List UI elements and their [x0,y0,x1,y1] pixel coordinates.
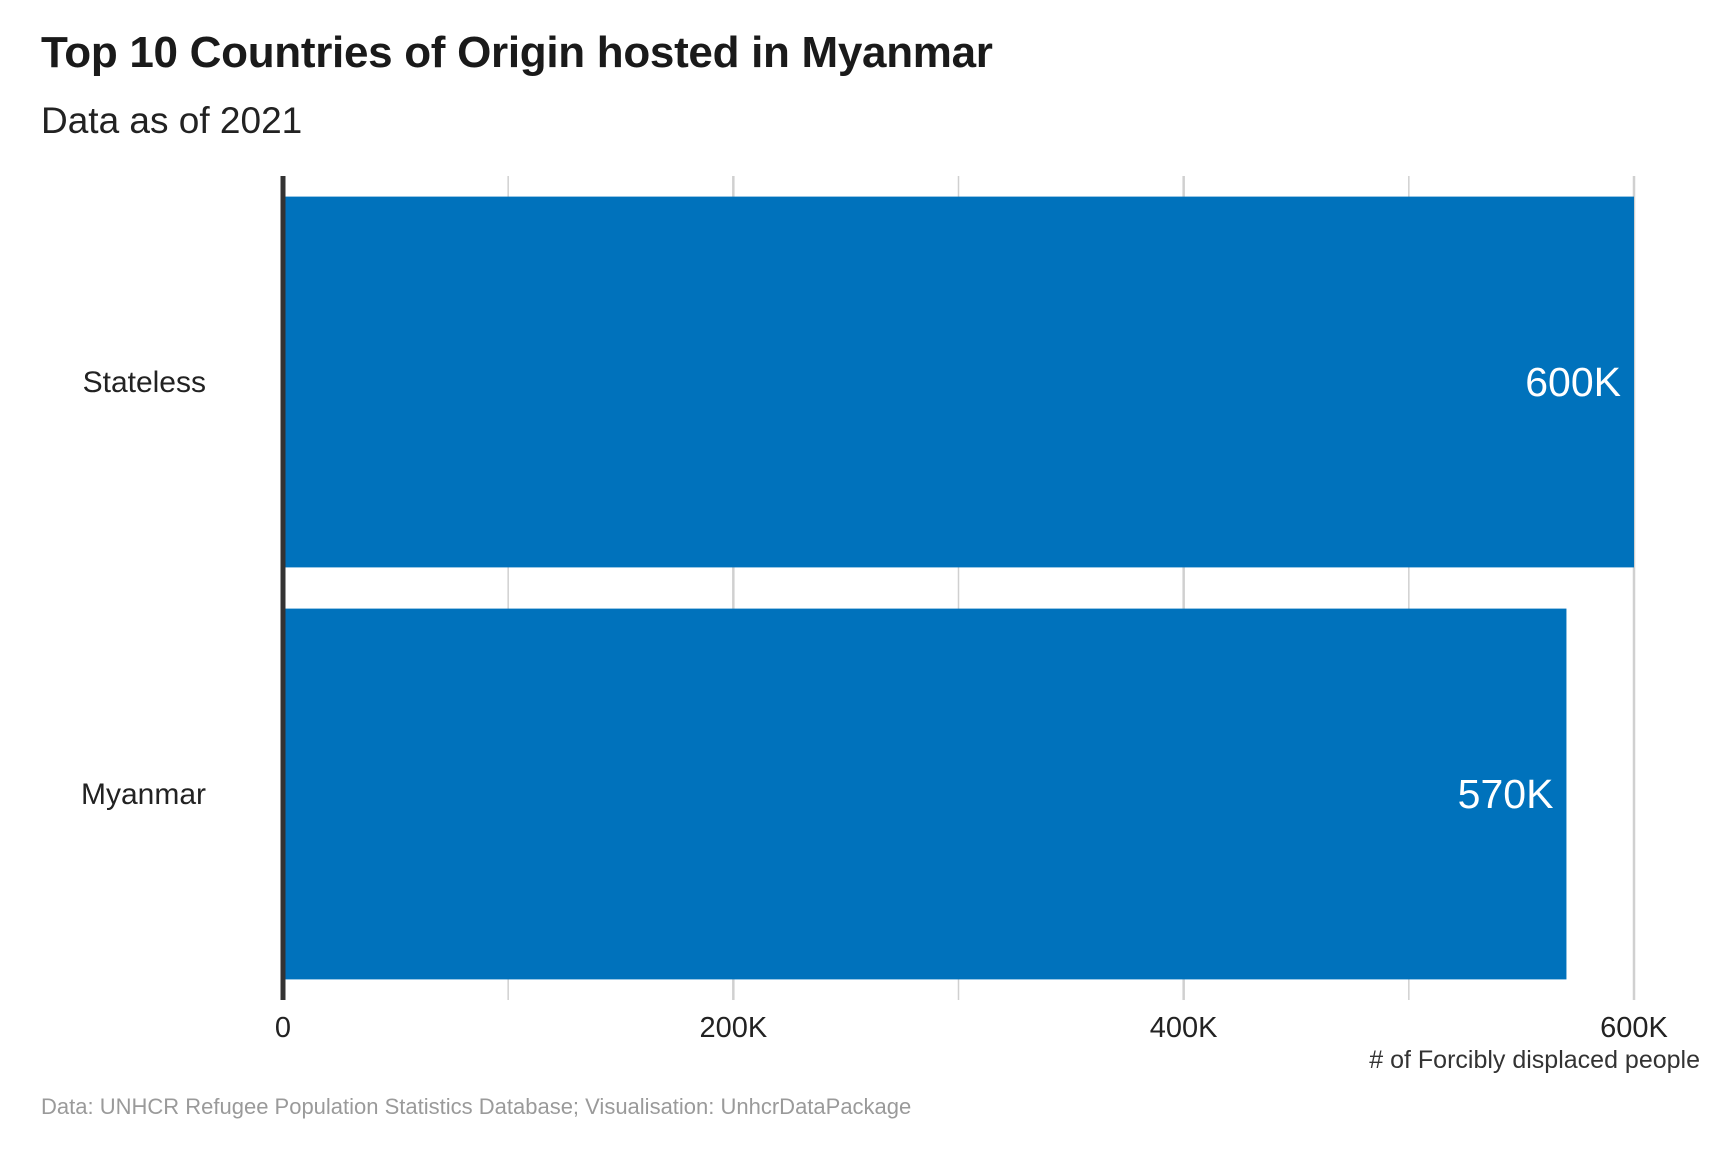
x-tick-label: 600K [1600,1012,1668,1044]
bar-value-label: 600K [1525,359,1621,405]
chart-caption: Data: UNHCR Refugee Population Statistic… [41,1094,912,1119]
x-tick-label: 200K [699,1012,767,1044]
chart-title: Top 10 Countries of Origin hosted in Mya… [41,28,993,77]
x-axis-title: # of Forcibly displaced people [1369,1046,1700,1074]
x-tick-label: 0 [275,1012,291,1044]
bars: 600K 570K [283,196,1634,980]
category-label: Stateless [83,366,206,399]
x-tick-label: 400K [1150,1012,1218,1044]
bar-stateless [283,196,1634,568]
chart-subtitle: Data as of 2021 [41,100,303,141]
category-label: Myanmar [81,778,206,811]
bar-value-label: 570K [1458,771,1554,817]
axes: Stateless Myanmar 0 200K 400K 600K [81,176,1669,1044]
bar-myanmar [283,608,1567,980]
